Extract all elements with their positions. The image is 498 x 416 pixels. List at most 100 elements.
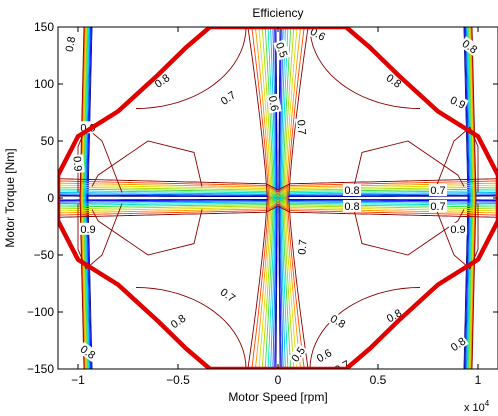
contour-line: [309, 27, 421, 109]
contour-line: [58, 182, 498, 194]
contour-line: [77, 203, 123, 270]
contour-line: [58, 201, 498, 212]
contour-line: [58, 186, 498, 197]
contour-label-bg: [343, 184, 361, 197]
contour-line: [81, 27, 87, 369]
contour-line: [82, 27, 88, 369]
contour-line: [86, 27, 92, 369]
contour-line: [80, 27, 86, 369]
contour-label-bg: [429, 199, 447, 212]
contour-line: [247, 27, 268, 369]
contour-line: [465, 27, 471, 369]
contour-line: [468, 27, 473, 369]
contour-label-bg: [217, 87, 239, 108]
contour-line: [258, 27, 272, 369]
contour-label: 0.9: [70, 156, 83, 172]
contour-label-bg: [71, 154, 85, 174]
contour-label-bg: [217, 284, 239, 305]
y-axis-label: Motor Torque [Nm]: [3, 148, 17, 247]
contour-label: 0.6: [266, 95, 280, 112]
contour-label-bg: [313, 345, 335, 366]
contour-line: [58, 199, 498, 210]
x-axis-exponent: x 104: [464, 399, 490, 414]
contour-label-bg: [447, 333, 469, 354]
contour-line: [261, 27, 273, 369]
contour-line: [467, 27, 473, 369]
contour-label: 0.8: [344, 201, 359, 213]
contour-line: [433, 203, 479, 270]
contour-label: 0.7: [296, 239, 309, 255]
contour-label: 0.9: [80, 224, 95, 236]
contour-label-bg: [383, 70, 405, 91]
plot-frame: [58, 27, 498, 369]
contour-line: [85, 27, 91, 369]
contour-label: 0.7: [430, 201, 445, 213]
y-tick-label: 100: [34, 77, 54, 91]
contour-label-bg: [295, 117, 309, 137]
contour-label-bg: [167, 311, 189, 332]
contour-line: [79, 27, 85, 369]
y-tick-label: −50: [34, 248, 55, 262]
contour-line: [353, 209, 465, 256]
contour-label-bg: [151, 70, 173, 91]
contour-line: [471, 27, 477, 369]
contour-line: [270, 27, 276, 369]
contour-line: [280, 27, 286, 369]
contour-line: [278, 27, 282, 369]
contour-label-bg: [429, 184, 447, 197]
contour-label: 0.5: [273, 41, 290, 59]
contour-line: [283, 27, 295, 369]
contour-line: [309, 287, 421, 369]
contour-line: [272, 27, 277, 369]
contour-line: [58, 198, 498, 208]
contour-label-bg: [343, 199, 361, 212]
contour-label-bg: [327, 311, 349, 331]
y-tick-label: 0: [47, 191, 54, 205]
contour-line: [288, 27, 309, 369]
contour-line: [279, 27, 284, 369]
contour-line: [463, 27, 469, 369]
contour-label-bg: [459, 36, 481, 57]
contour-line: [267, 27, 275, 369]
contour-label: 0.8: [344, 185, 359, 197]
contour-label: 0.7: [333, 359, 352, 377]
contour-line: [58, 204, 498, 216]
contour-label: 0.9: [448, 94, 467, 111]
contour-label-bg: [295, 237, 309, 257]
contour-label-bg: [77, 341, 99, 362]
contour-label-bg: [79, 222, 97, 235]
contour-line: [83, 27, 89, 369]
y-tick-label: 50: [41, 134, 55, 148]
contour-line: [83, 27, 88, 369]
contour-label-bg: [447, 92, 469, 112]
contour-line: [471, 27, 476, 369]
torque-envelope-line: [58, 27, 498, 369]
plot-area: 0.80.80.80.70.70.6 0.90.90.90.60.50.80.80…: [58, 27, 498, 377]
x-tick-label: −1: [71, 373, 85, 387]
contour-label-bg: [449, 222, 467, 235]
contour-label: 0.9: [450, 224, 465, 236]
contour-line: [470, 27, 476, 369]
contour-line: [353, 140, 465, 187]
x-tick-label: 0.5: [370, 373, 387, 387]
contour-line: [91, 140, 203, 187]
y-tick-label: 150: [34, 20, 54, 34]
contour-line: [251, 27, 269, 369]
contour-line: [287, 27, 305, 369]
contour-line: [58, 178, 498, 191]
y-axis-ticks: 150 100 50 0 −50 −100 −150: [27, 20, 498, 376]
contour-label: 0.7: [294, 119, 307, 135]
contour-line: [282, 27, 292, 369]
x-tick-label: 0: [275, 373, 282, 387]
contour-line: [135, 287, 247, 369]
contour-line: [281, 27, 289, 369]
contour-label-bg: [62, 34, 78, 55]
contour-line: [464, 27, 470, 369]
contour-line: [80, 27, 85, 369]
contour-line: [135, 27, 247, 109]
contour-label: 0.8: [64, 36, 78, 53]
y-tick-label: −100: [27, 305, 54, 319]
contour-lines: [58, 27, 498, 369]
contour-line: [91, 209, 203, 256]
